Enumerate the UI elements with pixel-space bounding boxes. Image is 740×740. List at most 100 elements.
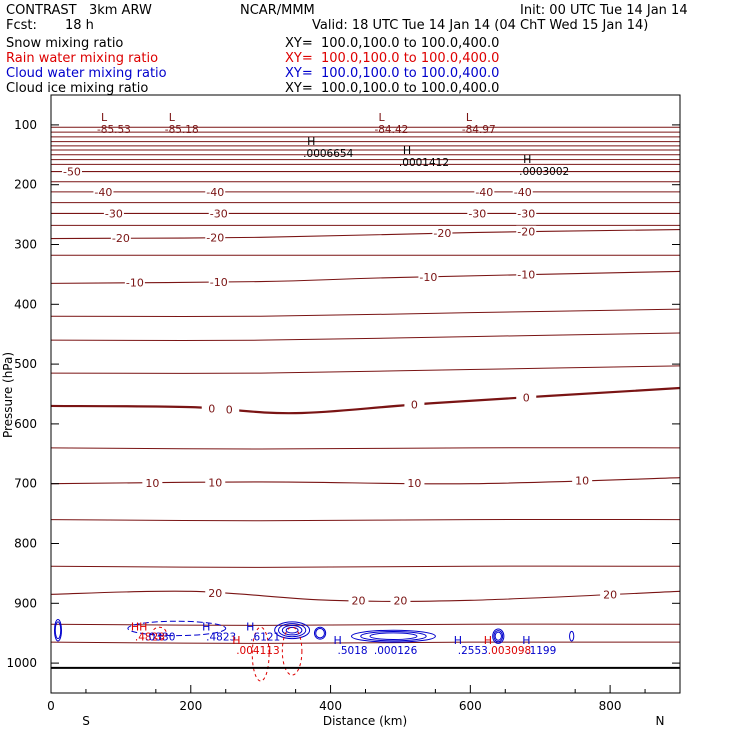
isotherm-label-bg (205, 231, 226, 244)
isotherm-label: 20 (393, 594, 407, 607)
isotherm-label: 0 (226, 403, 233, 416)
y-tick-label: 100 (14, 118, 37, 132)
isotherm-label-bg (124, 276, 145, 289)
isotherm-label: 10 (575, 475, 589, 488)
background-isotherm (50, 623, 681, 626)
cloud-contour (151, 626, 167, 640)
cloud-maximum-value: .1199 (526, 645, 556, 657)
cloud-contour (53, 618, 62, 642)
extremum-value: .0006654 (303, 148, 353, 160)
cloud-contour (313, 626, 327, 640)
isotherm-label-bg (205, 185, 226, 198)
cloud-contour (277, 623, 307, 638)
legend-rain: Rain water mixing ratio (6, 51, 159, 66)
cloud-contour (360, 631, 427, 642)
cloud-contour (281, 625, 303, 636)
isotherm-label-bg (516, 391, 537, 404)
app-title: CONTRAST 3km ARW (6, 3, 152, 18)
isotherm-label: 0 (523, 391, 530, 404)
isotherm-label-bg (516, 225, 537, 238)
cloud-contour-layer (53, 618, 575, 682)
isotherm-label: -10 (126, 277, 144, 290)
isotherm-label-bg (600, 588, 621, 601)
x-axis-label: Distance (km) (323, 714, 407, 728)
background-isotherm (50, 332, 681, 341)
isotherm-label: 0 (208, 402, 215, 415)
source-label: NCAR/MMM (240, 3, 315, 18)
isotherm-label-bg (418, 270, 439, 283)
background-isotherm (50, 365, 681, 374)
isotherm-label: -20 (112, 232, 130, 245)
isotherm-label-bg (205, 586, 226, 599)
isotherm-label-bg (572, 474, 593, 487)
y-tick-label: 600 (14, 417, 37, 431)
isotherm-label: -20 (206, 232, 224, 245)
isotherm-label: 0 (411, 398, 418, 411)
x-tick-label: 400 (319, 699, 342, 713)
y-axis-label: Pressure (hPa) (1, 352, 15, 438)
cloud-maximum-value: .4823 (206, 631, 236, 643)
isotherm-label-bg (205, 476, 226, 489)
isotherm-label-bg (61, 165, 82, 178)
valid-time: Valid: 18 UTC Tue 14 Jan 14 (04 ChT Wed … (312, 18, 649, 33)
extremum-value: -84.97 (462, 124, 496, 136)
cloud-contour (569, 630, 575, 642)
background-isotherm (50, 447, 681, 450)
y-tick-label: 500 (14, 357, 37, 371)
isotherm-label-bg (208, 275, 229, 288)
isotherm-label: -30 (517, 207, 535, 220)
background-isotherm (50, 565, 681, 568)
isotherm-label: -20 (517, 226, 535, 239)
y-tick-label: 700 (14, 477, 37, 491)
legend-cloud-ice: Cloud ice mixing ratio (6, 81, 149, 96)
extremum-value: -85.53 (97, 124, 131, 136)
isotherm-label: -10 (419, 271, 437, 284)
cloud-maximum-value: .2553 (458, 645, 488, 657)
isotherm-label-bg (467, 207, 488, 220)
isotherm-label: -40 (206, 186, 224, 199)
extremum-letter: L (378, 111, 385, 124)
extremum-letter: H (307, 135, 315, 148)
cloud-maximum-value: .6121 (250, 631, 280, 643)
extremum-letter: L (466, 111, 473, 124)
cloud-contour (274, 621, 311, 640)
init-time: Init: 00 UTC Tue 14 Jan 14 (520, 3, 688, 18)
isotherm-label: -30 (210, 207, 228, 220)
isotherm-label: -10 (210, 276, 228, 289)
isotherm-label: 10 (145, 477, 159, 490)
background-isotherm (50, 308, 681, 318)
cloud-maximum-letter: HH (131, 620, 148, 633)
cloud-maximum-letter: H (232, 634, 240, 647)
cloud-contour (492, 628, 505, 644)
cloud-maximum-letter: H (522, 634, 530, 647)
background-isotherm (50, 641, 681, 644)
isotherm-label-bg (404, 477, 425, 490)
isotherm-label-bg (110, 232, 131, 245)
cloud-contour (315, 628, 325, 639)
forecast-hour: 18 h (65, 18, 94, 33)
forecast-label: Fcst: (6, 18, 37, 33)
isotherm-label: -10 (517, 269, 535, 282)
isotherm-line (50, 229, 681, 240)
x-tick-label: 800 (599, 699, 622, 713)
legend-cloud-water-xy: XY= 100.0,100.0 to 100.0,400.0 (285, 66, 500, 81)
isotherm-label: 20 (352, 594, 366, 607)
isotherm-label-bg (516, 268, 537, 281)
isotherm-layer (50, 126, 681, 644)
isotherm-label: -30 (468, 207, 486, 220)
legend-cloud-ice-xy: XY= 100.0,100.0 to 100.0,400.0 (285, 81, 500, 96)
cloud-maximum-letter: H (202, 620, 210, 633)
isotherm-label: 10 (407, 477, 421, 490)
cloud-maximum-letter: H (454, 634, 462, 647)
isotherm-label: -40 (514, 186, 532, 199)
legend-cloud-water: Cloud water mixing ratio (6, 66, 167, 81)
cloud-contour (54, 621, 62, 640)
isotherm-label: -20 (433, 227, 451, 240)
extremum-letter: H (523, 153, 531, 166)
isotherm-line (50, 386, 681, 415)
cloud-maximum-value: .5018 (338, 645, 368, 657)
cloud-maximum-letter: H (246, 620, 254, 633)
isotherm-label-bg (93, 185, 114, 198)
y-tick-label: 200 (14, 178, 37, 192)
extremum-letter: L (169, 111, 176, 124)
